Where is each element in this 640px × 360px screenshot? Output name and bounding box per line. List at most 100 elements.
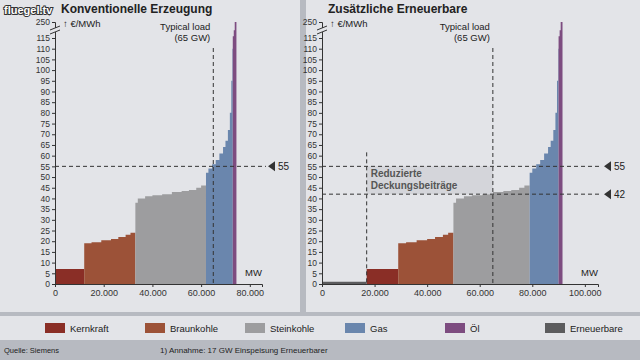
x-tick: 60.000 xyxy=(188,284,216,298)
tick-label: 35 xyxy=(308,204,318,214)
x-axis-title: MW xyxy=(245,267,262,278)
area xyxy=(453,186,529,284)
y-tick: 115 xyxy=(36,33,55,43)
y-tick: 80 xyxy=(41,108,55,118)
tick-label: 40 xyxy=(308,194,318,204)
tick-label: 75 xyxy=(41,119,51,129)
x-axis: 020.00040.00060.00080.000100.000 xyxy=(320,284,602,298)
axis-break-line xyxy=(317,30,327,34)
tick-label: 80 xyxy=(41,108,51,118)
y-tick: 55 xyxy=(308,162,322,172)
tick-label: 25 xyxy=(308,226,318,236)
axis-break-gap xyxy=(50,28,60,32)
tick-mark xyxy=(319,91,322,92)
tick-mark xyxy=(319,241,322,242)
x-tick: 60.000 xyxy=(466,284,494,298)
tick-mark xyxy=(52,188,55,189)
tick-label: 75 xyxy=(308,119,318,129)
y-tick: 50 xyxy=(308,172,322,182)
tick-mark xyxy=(319,134,322,135)
y-tick: 85 xyxy=(41,97,55,107)
tick-label: 60.000 xyxy=(466,288,494,298)
tick-label: 45 xyxy=(308,183,318,193)
tick-label: 40 xyxy=(41,194,51,204)
tick-label: 70 xyxy=(41,129,51,139)
tick-label: 115 xyxy=(303,33,317,43)
legend-label: Steinkohle xyxy=(270,323,314,334)
tick-label: 110 xyxy=(303,44,317,54)
tick-mark xyxy=(319,177,322,178)
y-tick: 15 xyxy=(41,247,55,257)
tick-label: 95 xyxy=(41,76,51,86)
tick-mark xyxy=(52,145,55,146)
y-tick: 75 xyxy=(308,119,322,129)
tick-mark xyxy=(319,188,322,189)
area xyxy=(322,282,367,284)
tick-mark xyxy=(52,134,55,135)
tick-label: 80.000 xyxy=(237,288,265,298)
axis-break xyxy=(317,26,327,34)
area xyxy=(559,22,563,284)
tick-label: 115 xyxy=(36,33,50,43)
y-tick: 30 xyxy=(41,215,55,225)
tick-mark xyxy=(52,38,55,39)
area xyxy=(135,186,206,284)
tick-mark xyxy=(52,81,55,82)
tick-mark xyxy=(319,49,322,50)
tick-mark xyxy=(427,284,428,287)
legend-swatch xyxy=(245,323,265,333)
y-tick: 15 xyxy=(308,247,322,257)
y-tick: 5 xyxy=(45,269,55,279)
y-axis: 0510152025303540455055606570758085909510… xyxy=(303,17,323,289)
axis-break-line xyxy=(50,30,60,34)
tick-mark xyxy=(319,81,322,82)
tick-label: 90 xyxy=(308,87,318,97)
tick-label: 5 xyxy=(45,269,50,279)
tick-mark xyxy=(250,284,251,287)
axis-line xyxy=(323,285,599,288)
y-tick: 115 xyxy=(303,33,322,43)
tick-mark xyxy=(52,166,55,167)
tick-mark xyxy=(322,284,323,287)
tick-label: 0 xyxy=(45,279,50,289)
tick-label: 40.000 xyxy=(414,288,442,298)
tick-mark xyxy=(52,220,55,221)
tick-label: 40.000 xyxy=(139,288,167,298)
tick-mark xyxy=(319,166,322,167)
pointer xyxy=(604,189,611,199)
tick-label: 10 xyxy=(41,258,51,268)
legend-swatch xyxy=(545,323,565,333)
tick-label: 65 xyxy=(41,140,51,150)
y-tick: 65 xyxy=(308,140,322,150)
tick-label: 100 xyxy=(36,65,50,75)
y-axis-title: ↑ €/MWh xyxy=(330,18,367,29)
axis-line xyxy=(52,23,56,285)
tick-label: 30 xyxy=(308,215,318,225)
tick-mark xyxy=(52,241,55,242)
y-tick: 25 xyxy=(308,226,322,236)
pointer xyxy=(268,161,275,171)
tick-mark xyxy=(319,113,322,114)
y-tick: 60 xyxy=(308,151,322,161)
y-axis: 0510152025303540455055606570758085909510… xyxy=(36,17,56,289)
y-tick: 45 xyxy=(308,183,322,193)
legend-swatch xyxy=(445,323,465,333)
tick-mark xyxy=(52,177,55,178)
tick-mark xyxy=(319,102,322,103)
legend-label: Braunkohle xyxy=(170,323,218,334)
tick-label: 20 xyxy=(308,236,318,246)
tick-mark xyxy=(319,209,322,210)
x-tick: 20.000 xyxy=(90,284,118,298)
area xyxy=(367,269,399,284)
tick-label: 85 xyxy=(41,97,51,107)
tick-label: 0 xyxy=(320,288,325,298)
y-tick: 90 xyxy=(41,87,55,97)
axis-line xyxy=(319,23,323,285)
x-tick: 40.000 xyxy=(414,284,442,298)
tick-label: 60.000 xyxy=(188,288,216,298)
tick-mark xyxy=(319,124,322,125)
y-tick: 250 xyxy=(36,17,55,27)
x-tick: 20.000 xyxy=(361,284,389,298)
tick-mark xyxy=(52,91,55,92)
tick-label: 60 xyxy=(308,151,318,161)
